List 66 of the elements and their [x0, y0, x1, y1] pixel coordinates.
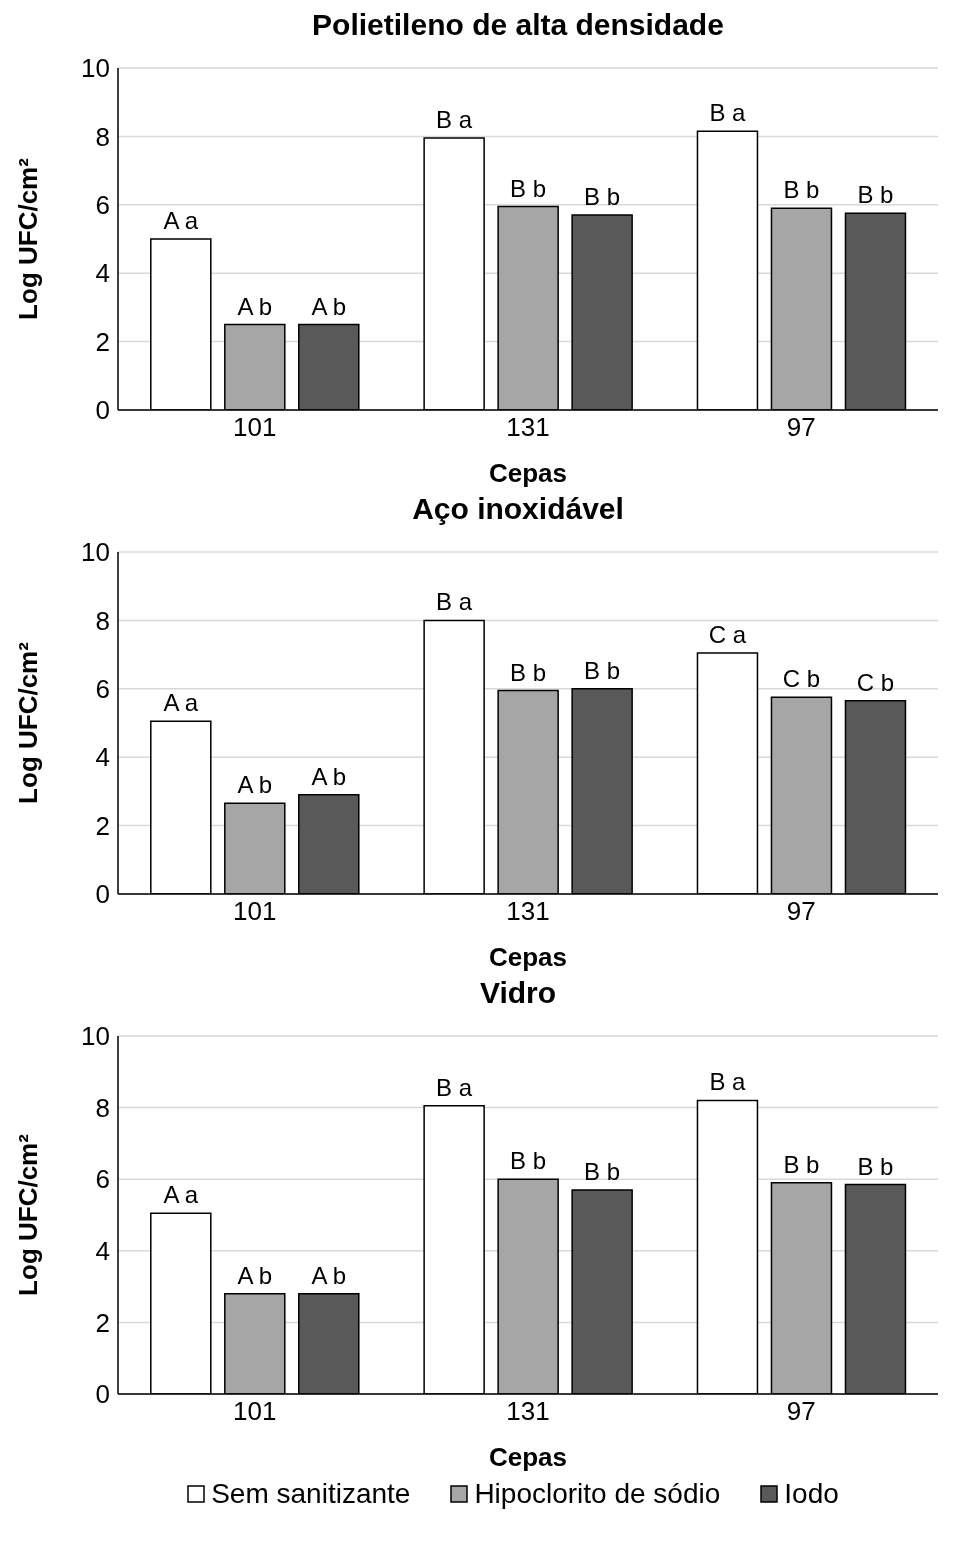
- y-tick-label: 6: [95, 190, 110, 221]
- y-tick-label: 8: [95, 605, 110, 636]
- y-tick-label: 6: [95, 674, 110, 705]
- y-tick-label: 8: [95, 1092, 110, 1123]
- y-tick-label: 0: [95, 1379, 110, 1410]
- x-axis-title: Cepas: [488, 458, 568, 488]
- x-tick-label: 97: [786, 1396, 816, 1427]
- data-label: B b: [510, 658, 547, 686]
- data-label: A a: [163, 207, 199, 234]
- data-label: B a: [436, 106, 473, 134]
- chart-title: Polietileno de alta densidade: [311, 8, 725, 43]
- y-tick-label: 4: [95, 258, 110, 289]
- y-tick-label: 2: [95, 326, 110, 357]
- data-label: A b: [311, 1261, 347, 1289]
- y-tick-label: 10: [81, 1021, 110, 1052]
- data-label: B b: [584, 183, 621, 211]
- data-label: B b: [510, 1147, 547, 1175]
- x-axis-title: Cepas: [488, 942, 568, 972]
- x-tick-label: 97: [786, 896, 816, 927]
- y-axis-title: Log UFC/cm²: [13, 157, 44, 320]
- x-tick-label: 131: [506, 896, 550, 927]
- chart-title: Vidro: [478, 976, 558, 1011]
- y-tick-label: 10: [81, 537, 110, 568]
- data-label: A b: [237, 1261, 273, 1289]
- x-tick-label: 131: [506, 412, 550, 443]
- data-label: B b: [783, 176, 820, 204]
- data-label: A b: [237, 292, 273, 320]
- y-tick-label: 6: [95, 1164, 110, 1195]
- y-tick-label: 2: [95, 810, 110, 841]
- legend-label: Sem sanitizante: [211, 1478, 411, 1510]
- x-tick-label: 97: [786, 412, 816, 443]
- data-label: B a: [436, 1073, 473, 1101]
- legend-label: Hipoclorito de sódio: [474, 1478, 721, 1510]
- data-label: A b: [311, 762, 347, 790]
- data-label: B b: [783, 1150, 820, 1178]
- data-label: B a: [709, 99, 747, 127]
- data-label: B b: [584, 1157, 621, 1185]
- x-tick-label: 101: [232, 896, 277, 927]
- x-tick-label: 101: [232, 412, 277, 443]
- y-tick-label: 4: [95, 742, 110, 773]
- data-label: B a: [436, 588, 473, 616]
- data-label: A b: [237, 771, 273, 799]
- y-tick-label: 0: [95, 395, 110, 426]
- data-label: B b: [510, 174, 547, 202]
- chart-title: Aço inoxidável: [411, 492, 625, 527]
- data-label: A a: [163, 689, 199, 717]
- y-tick-label: 0: [95, 879, 110, 910]
- data-label: A a: [163, 1181, 199, 1209]
- y-tick-label: 4: [95, 1236, 110, 1267]
- data-label: C b: [782, 665, 821, 693]
- x-axis-title: Cepas: [488, 1442, 568, 1472]
- y-axis-title: Log UFC/cm²: [13, 641, 44, 804]
- data-label: B b: [857, 181, 894, 209]
- data-label: B b: [584, 656, 621, 684]
- data-label: B a: [709, 1068, 747, 1096]
- data-label: C b: [856, 668, 895, 696]
- data-label: A b: [311, 292, 347, 320]
- x-tick-label: 131: [506, 1396, 550, 1427]
- y-tick-label: 10: [81, 53, 110, 84]
- data-label: C a: [708, 620, 747, 648]
- y-axis-title: Log UFC/cm²: [13, 1133, 44, 1296]
- y-tick-label: 2: [95, 1307, 110, 1338]
- data-label: B b: [857, 1152, 894, 1180]
- x-tick-label: 101: [232, 1396, 277, 1427]
- y-tick-label: 8: [95, 121, 110, 152]
- legend-label: Iodo: [784, 1478, 839, 1510]
